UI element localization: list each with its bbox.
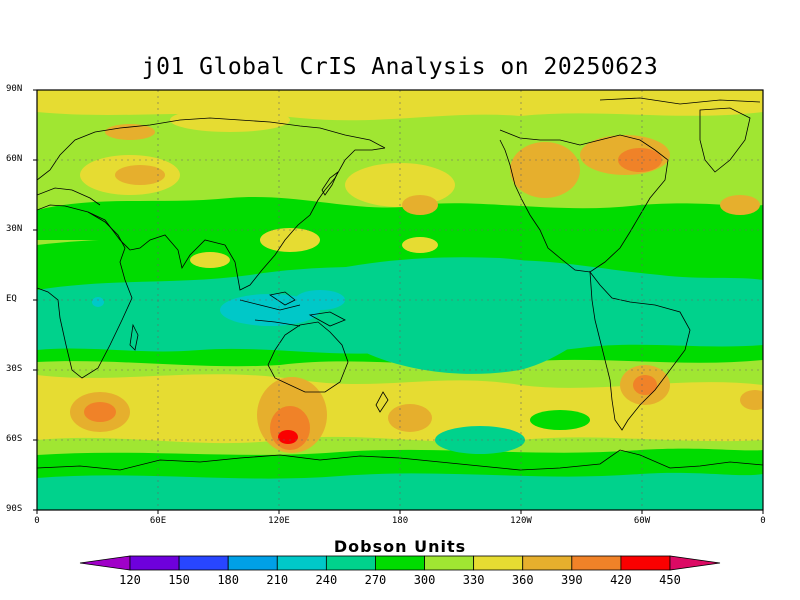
colorbar-swatch — [129, 555, 180, 571]
colorbar-level-label: 210 — [266, 573, 289, 587]
colorbar-swatch — [325, 555, 376, 571]
colorbar-level-label: 150 — [168, 573, 190, 587]
colorbar-level-label: 240 — [315, 573, 338, 587]
lat-label: 90N — [6, 84, 23, 94]
coastlines — [37, 97, 763, 471]
colorbar-swatch — [227, 555, 278, 571]
lon-label: 0 — [34, 516, 40, 526]
colorbar-over-arrow — [669, 555, 721, 571]
colorbar-under-arrow — [79, 555, 131, 571]
map-title: j01 Global CrIS Analysis on 20250623 — [141, 54, 659, 80]
colorbar-swatch — [522, 555, 573, 571]
colorbar-level-label: 390 — [560, 573, 583, 587]
lon-label: 60E — [149, 516, 167, 526]
colorbar-level-label: 330 — [462, 573, 485, 587]
axis-ticks — [33, 89, 764, 514]
lat-label: 90S — [6, 504, 23, 514]
lon-label: 60W — [633, 516, 651, 526]
lon-label: 0 — [760, 516, 766, 526]
colorbar-level-label: 120 — [119, 573, 141, 587]
colorbar-level-label: 360 — [511, 573, 534, 587]
colorbar-title: Dobson Units — [333, 537, 467, 556]
colorbar-level-label: 180 — [217, 573, 240, 587]
lat-label: 30S — [6, 364, 23, 374]
colorbar-level-label: 300 — [413, 573, 436, 587]
colorbar-swatch — [571, 555, 622, 571]
colorbar-swatch — [620, 555, 671, 571]
lat-label: EQ — [6, 294, 17, 304]
colorbar-swatch — [276, 555, 327, 571]
colorbar-swatch — [178, 555, 229, 571]
colorbar-swatch — [473, 555, 524, 571]
colorbar-level-label: 420 — [610, 573, 632, 587]
colorbar-swatch — [375, 555, 425, 571]
lat-label: 30N — [6, 224, 23, 234]
lat-label: 60N — [6, 154, 23, 164]
graticule — [37, 90, 763, 510]
lon-label: 120W — [510, 516, 532, 526]
colorbar-level-label: 270 — [364, 573, 387, 587]
colorbar-swatch — [424, 555, 475, 571]
lon-label: 120E — [268, 516, 290, 526]
lat-label: 60S — [6, 434, 23, 444]
colorbar-level-label: 450 — [659, 573, 681, 587]
colorbar — [79, 555, 721, 571]
lon-label: 180 — [391, 516, 409, 526]
